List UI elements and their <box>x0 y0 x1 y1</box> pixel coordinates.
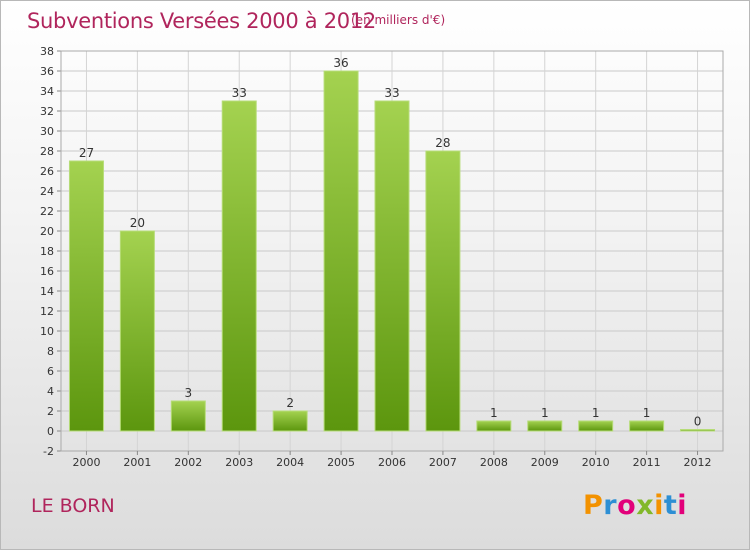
y-tick-label: 28 <box>40 145 54 158</box>
y-tick-label: 8 <box>47 345 54 358</box>
bar-2001 <box>119 230 155 432</box>
y-tick-label: 20 <box>40 225 54 238</box>
data-label-2003: 33 <box>232 86 247 100</box>
bar-2008 <box>476 420 512 432</box>
bar-2011 <box>629 420 665 432</box>
y-tick-label: 0 <box>47 425 54 438</box>
y-tick-label: -2 <box>43 445 54 458</box>
bar-2002 <box>170 400 206 432</box>
y-tick-label: 38 <box>40 45 54 58</box>
bar-2007 <box>425 150 461 432</box>
y-tick-label: 32 <box>40 105 54 118</box>
data-label-2002: 3 <box>184 386 192 400</box>
data-label-2012: 0 <box>694 415 702 429</box>
x-tick-label: 2012 <box>684 456 712 469</box>
data-label-2009: 1 <box>541 406 549 420</box>
x-tick-label: 2001 <box>123 456 151 469</box>
bar-2006 <box>374 100 410 432</box>
y-tick-label: 18 <box>40 245 54 258</box>
x-tick-label: 2003 <box>225 456 253 469</box>
x-tick-label: 2006 <box>378 456 406 469</box>
y-tick-label: 14 <box>40 285 54 298</box>
y-tick-label: 10 <box>40 325 54 338</box>
y-tick-label: 2 <box>47 405 54 418</box>
bar-2009 <box>527 420 563 432</box>
x-tick-label: 2009 <box>531 456 559 469</box>
y-tick-label: 16 <box>40 265 54 278</box>
x-tick-label: 2000 <box>72 456 100 469</box>
commune-name: LE BORN <box>31 495 115 517</box>
y-tick-label: 12 <box>40 305 54 318</box>
y-tick-label: 34 <box>40 85 54 98</box>
data-label-2010: 1 <box>592 406 600 420</box>
y-tick-label: 22 <box>40 205 54 218</box>
data-label-2004: 2 <box>286 396 294 410</box>
units-note: (en milliers d'€) <box>351 13 446 27</box>
proxiti-logo: Proxiti <box>583 490 688 521</box>
y-tick-label: 4 <box>47 385 54 398</box>
x-tick-label: 2008 <box>480 456 508 469</box>
bar-2005 <box>323 70 359 432</box>
chart-title: Subventions Versées 2000 à 2012 <box>27 9 376 33</box>
bar-2004 <box>272 410 308 432</box>
y-tick-label: 24 <box>40 185 54 198</box>
axes: -202468101214161820222426283032343638200… <box>40 45 724 469</box>
y-tick-label: 30 <box>40 125 54 138</box>
x-tick-label: 2007 <box>429 456 457 469</box>
bar-2003 <box>221 100 257 432</box>
data-label-2006: 33 <box>384 86 399 100</box>
bar-2010 <box>578 420 614 432</box>
data-label-2000: 27 <box>79 146 94 160</box>
x-tick-label: 2004 <box>276 456 304 469</box>
data-label-2001: 20 <box>130 216 145 230</box>
y-tick-label: 6 <box>47 365 54 378</box>
data-label-2005: 36 <box>333 56 348 70</box>
x-tick-label: 2010 <box>582 456 610 469</box>
bar-2000 <box>68 160 104 432</box>
data-label-2007: 28 <box>435 136 450 150</box>
y-tick-label: 36 <box>40 65 54 78</box>
x-tick-label: 2005 <box>327 456 355 469</box>
data-label-2008: 1 <box>490 406 498 420</box>
data-label-2011: 1 <box>643 406 651 420</box>
x-tick-label: 2011 <box>633 456 661 469</box>
x-tick-label: 2002 <box>174 456 202 469</box>
y-tick-label: 26 <box>40 165 54 178</box>
bars <box>68 70 716 432</box>
bar-2012 <box>680 429 716 432</box>
